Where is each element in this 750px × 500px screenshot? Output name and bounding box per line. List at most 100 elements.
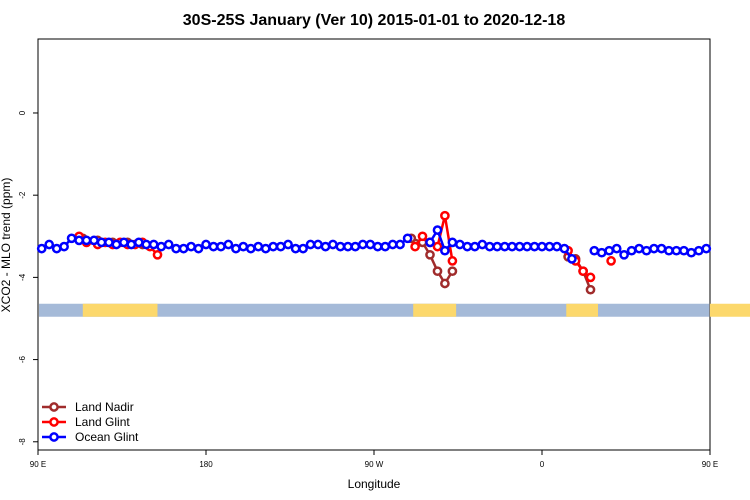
data-point: [171, 243, 181, 254]
data-point: [193, 243, 204, 254]
y-axis-label: XCO2 - MLO trend (ppm): [0, 178, 13, 313]
legend-swatch-marker: [49, 432, 59, 442]
data-point: [604, 245, 615, 256]
data-point: [163, 239, 174, 250]
data-point: [395, 239, 405, 250]
data-point: [36, 243, 47, 254]
data-point: [260, 243, 271, 254]
data-point: [133, 237, 144, 248]
data-point: [275, 241, 286, 252]
data-point: [111, 239, 122, 250]
data-point: [701, 243, 712, 254]
data-point: [634, 243, 644, 254]
legend-label: Land Glint: [75, 415, 130, 429]
data-point: [656, 243, 667, 254]
data-point: [664, 245, 674, 256]
data-point: [268, 241, 279, 252]
x-tick-label: 90 E: [702, 460, 718, 469]
data-point: [104, 237, 114, 248]
data-point: [589, 245, 600, 256]
data-point: [671, 245, 682, 256]
legend-item-land-glint: Land Glint: [42, 415, 130, 429]
data-point: [365, 239, 376, 250]
data-point: [74, 235, 84, 246]
data-point: [585, 272, 596, 283]
y-tick-label: 0: [18, 110, 27, 115]
x-axis: 90 E 180 90 W 0 90 E: [30, 450, 718, 469]
series-ocean-glint: [36, 225, 712, 264]
data-point: [425, 249, 435, 260]
data-point: [425, 237, 435, 248]
legend-item-ocean-glint: Ocean Glint: [42, 430, 139, 444]
data-point: [432, 241, 443, 252]
data-point: [522, 241, 532, 252]
data-point: [499, 241, 510, 252]
x-tick-label: 90 E: [30, 460, 46, 469]
data-point: [178, 243, 189, 254]
data-point: [619, 249, 629, 260]
legend-swatch-marker: [49, 417, 59, 427]
data-point: [402, 233, 413, 244]
data-point: [66, 233, 77, 244]
data-point: [686, 247, 697, 258]
data-point: [626, 245, 637, 256]
data-point: [231, 243, 241, 254]
data-point: [253, 241, 264, 252]
data-point: [447, 266, 458, 277]
data-point: [567, 254, 577, 264]
data-point: [298, 243, 308, 254]
data-point: [238, 241, 249, 252]
data-point: [335, 241, 346, 252]
data-point: [410, 241, 420, 252]
data-point: [447, 237, 458, 248]
data-point: [305, 239, 316, 250]
data-point: [469, 241, 480, 252]
data-point: [537, 241, 547, 252]
data-point: [119, 237, 129, 248]
data-point: [492, 241, 503, 252]
data-point: [328, 239, 338, 250]
data-point: [606, 256, 616, 266]
x-tick-label: 90 W: [365, 460, 384, 469]
data-point: [141, 239, 152, 250]
data-point: [417, 231, 428, 242]
data-point: [148, 239, 159, 250]
x-tick-label: 0: [540, 460, 545, 469]
y-tick-label: -2: [18, 191, 27, 199]
data-point: [96, 237, 107, 248]
data-point: [559, 243, 570, 254]
data-point: [440, 278, 450, 289]
data-point: [152, 249, 163, 260]
data-point: [649, 243, 659, 254]
data-point: [477, 239, 488, 250]
legend-label: Ocean Glint: [75, 430, 139, 444]
data-point: [578, 266, 588, 277]
data-point: [679, 245, 689, 256]
data-point: [462, 241, 473, 252]
data-point: [186, 241, 196, 252]
data-point: [529, 241, 540, 252]
data-point: [245, 243, 256, 254]
x-tick-label: 180: [199, 460, 213, 469]
data-point: [585, 284, 596, 295]
data-point: [201, 239, 211, 250]
data-point: [350, 241, 361, 252]
y-tick-label: -8: [18, 438, 27, 446]
data-point: [343, 241, 353, 252]
data-point: [320, 241, 331, 252]
data-point: [514, 241, 525, 252]
legend-item-land-nadir: Land Nadir: [42, 400, 134, 414]
data-point: [611, 243, 622, 254]
data-point: [89, 235, 99, 246]
data-point: [372, 241, 383, 252]
data-point: [156, 241, 167, 252]
data-point: [59, 241, 69, 252]
data-point: [208, 241, 219, 252]
data-point: [357, 239, 368, 250]
data-point: [507, 241, 517, 252]
data-point: [693, 245, 704, 256]
data-point: [440, 210, 450, 221]
data-point: [126, 239, 137, 250]
